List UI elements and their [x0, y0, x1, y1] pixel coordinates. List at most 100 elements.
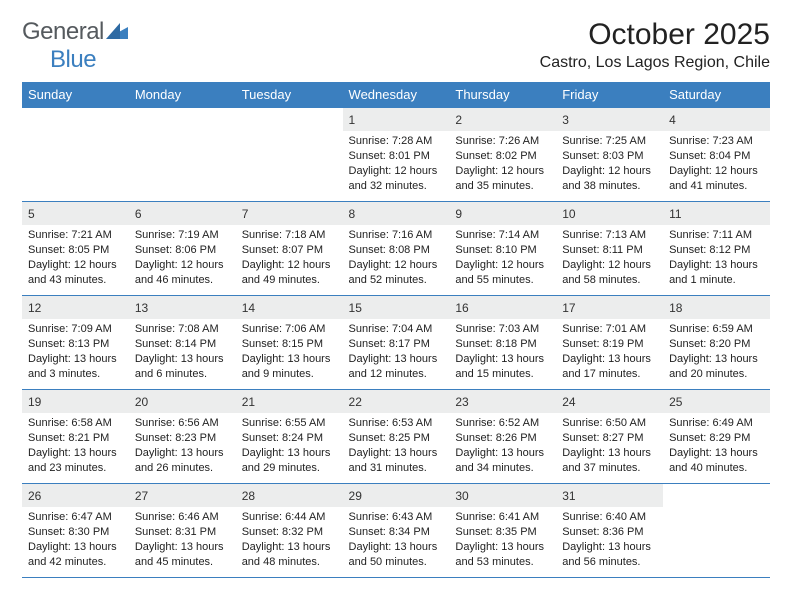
calendar-day-cell: 21Sunrise: 6:55 AMSunset: 8:24 PMDayligh… — [236, 390, 343, 484]
calendar-day-cell: 14Sunrise: 7:06 AMSunset: 8:15 PMDayligh… — [236, 296, 343, 390]
day-number: 12 — [28, 301, 41, 315]
day-number: 18 — [669, 301, 682, 315]
sunrise-line: Sunrise: 6:43 AM — [349, 510, 444, 525]
calendar-day-cell: 12 Sunrise: 7:09 AMSunset: 8:13 PMDayligh… — [22, 296, 129, 390]
title-block: October 2025 Castro, Los Lagos Region, C… — [540, 18, 770, 72]
day-details: Sunrise: 7:18 AMSunset: 8:07 PMDaylight:… — [236, 225, 343, 291]
calendar-day-cell: 25Sunrise: 6:49 AMSunset: 8:29 PMDayligh… — [663, 390, 770, 484]
day-number: 25 — [669, 395, 682, 409]
day-details: Sunrise: 6:59 AMSunset: 8:20 PMDaylight:… — [663, 319, 770, 385]
day-number: 2 — [455, 113, 462, 127]
day-details: Sunrise: 7:16 AMSunset: 8:08 PMDaylight:… — [343, 225, 450, 291]
day-number: 22 — [349, 395, 362, 409]
day-details: Sunrise: 6:56 AMSunset: 8:23 PMDaylight:… — [129, 413, 236, 479]
sunset-line: Sunset: 8:19 PM — [562, 337, 657, 352]
sunrise-line: Sunrise: 6:52 AM — [455, 416, 550, 431]
sunset-line: Sunset: 8:34 PM — [349, 525, 444, 540]
day-number-wrap: 22 — [343, 390, 450, 413]
day-number-wrap: 20 — [129, 390, 236, 413]
day-number-wrap: 9 — [449, 202, 556, 225]
day-number: 13 — [135, 301, 148, 315]
calendar-day-cell: 3Sunrise: 7:25 AMSunset: 8:03 PMDaylight… — [556, 108, 663, 202]
day-number-wrap: 10 — [556, 202, 663, 225]
sunrise-line: Sunrise: 7:04 AM — [349, 322, 444, 337]
daylight-line: Daylight: 13 hours and 26 minutes. — [135, 446, 230, 476]
sunset-line: Sunset: 8:36 PM — [562, 525, 657, 540]
day-number-wrap: 29 — [343, 484, 450, 507]
calendar-page: General Blue October 2025 Castro, Los La… — [0, 0, 792, 612]
daylight-line: Daylight: 13 hours and 42 minutes. — [28, 540, 123, 570]
day-number: 16 — [455, 301, 468, 315]
calendar-week-row: 19Sunrise: 6:58 AMSunset: 8:21 PMDayligh… — [22, 390, 770, 484]
day-number: 30 — [455, 489, 468, 503]
calendar-day-cell: 24Sunrise: 6:50 AMSunset: 8:27 PMDayligh… — [556, 390, 663, 484]
day-header: Saturday — [663, 82, 770, 108]
day-header: Friday — [556, 82, 663, 108]
sunrise-line: Sunrise: 6:49 AM — [669, 416, 764, 431]
sunset-line: Sunset: 8:20 PM — [669, 337, 764, 352]
daylight-line: Daylight: 12 hours and 35 minutes. — [455, 164, 550, 194]
sunset-line: Sunset: 8:14 PM — [135, 337, 230, 352]
daylight-line: Daylight: 12 hours and 49 minutes. — [242, 258, 337, 288]
day-number: 9 — [455, 207, 462, 221]
calendar-day-cell: 16 Sunrise: 7:03 AMSunset: 8:18 PMDayligh… — [449, 296, 556, 390]
daylight-line: Daylight: 13 hours and 48 minutes. — [242, 540, 337, 570]
day-number-wrap: 8 — [343, 202, 450, 225]
day-number: 17 — [562, 301, 575, 315]
day-details: Sunrise: 6:58 AMSunset: 8:21 PMDaylight:… — [22, 413, 129, 479]
calendar-day-cell: 18 Sunrise: 6:59 AMSunset: 8:20 PMDayligh… — [663, 296, 770, 390]
daylight-line: Daylight: 13 hours and 34 minutes. — [455, 446, 550, 476]
sunrise-line: Sunrise: 7:11 AM — [669, 228, 764, 243]
day-details: Sunrise: 6:47 AMSunset: 8:30 PMDaylight:… — [22, 507, 129, 573]
day-details: Sunrise: 6:40 AMSunset: 8:36 PMDaylight:… — [556, 507, 663, 573]
sunset-line: Sunset: 8:26 PM — [455, 431, 550, 446]
day-number-wrap: 5 — [22, 202, 129, 225]
day-details: Sunrise: 7:09 AMSunset: 8:13 PMDaylight:… — [22, 319, 129, 385]
day-details: Sunrise: 7:03 AMSunset: 8:18 PMDaylight:… — [449, 319, 556, 385]
day-number-wrap: 17 — [556, 296, 663, 319]
daylight-line: Daylight: 13 hours and 6 minutes. — [135, 352, 230, 382]
calendar-day-cell: 26Sunrise: 6:47 AMSunset: 8:30 PMDayligh… — [22, 484, 129, 578]
sunset-line: Sunset: 8:11 PM — [562, 243, 657, 258]
sunset-line: Sunset: 8:01 PM — [349, 149, 444, 164]
sunrise-line: Sunrise: 7:16 AM — [349, 228, 444, 243]
day-number-wrap: 18 — [663, 296, 770, 319]
sunrise-line: Sunrise: 7:18 AM — [242, 228, 337, 243]
day-details: Sunrise: 7:26 AMSunset: 8:02 PMDaylight:… — [449, 131, 556, 197]
daylight-line: Daylight: 13 hours and 31 minutes. — [349, 446, 444, 476]
day-number-wrap: 11 — [663, 202, 770, 225]
day-details: Sunrise: 6:41 AMSunset: 8:35 PMDaylight:… — [449, 507, 556, 573]
day-number: 4 — [669, 113, 676, 127]
calendar-empty-cell — [22, 108, 129, 202]
day-number: 3 — [562, 113, 569, 127]
day-number: 24 — [562, 395, 575, 409]
sunset-line: Sunset: 8:05 PM — [28, 243, 123, 258]
day-number: 21 — [242, 395, 255, 409]
day-number: 5 — [28, 207, 35, 221]
sunrise-line: Sunrise: 7:13 AM — [562, 228, 657, 243]
day-number: 20 — [135, 395, 148, 409]
calendar-day-cell: 7 Sunrise: 7:18 AMSunset: 8:07 PMDaylight… — [236, 202, 343, 296]
daylight-line: Daylight: 13 hours and 29 minutes. — [242, 446, 337, 476]
calendar-body: 1Sunrise: 7:28 AMSunset: 8:01 PMDaylight… — [22, 108, 770, 578]
daylight-line: Daylight: 13 hours and 20 minutes. — [669, 352, 764, 382]
sunrise-line: Sunrise: 6:56 AM — [135, 416, 230, 431]
day-number-wrap: 3 — [556, 108, 663, 131]
day-number-wrap: 26 — [22, 484, 129, 507]
day-details: Sunrise: 6:46 AMSunset: 8:31 PMDaylight:… — [129, 507, 236, 573]
daylight-line: Daylight: 13 hours and 45 minutes. — [135, 540, 230, 570]
sunset-line: Sunset: 8:30 PM — [28, 525, 123, 540]
calendar-day-cell: 10Sunrise: 7:13 AMSunset: 8:11 PMDayligh… — [556, 202, 663, 296]
calendar-empty-cell — [236, 108, 343, 202]
day-number-wrap: 24 — [556, 390, 663, 413]
day-number-wrap: 25 — [663, 390, 770, 413]
sunrise-line: Sunrise: 6:59 AM — [669, 322, 764, 337]
sunset-line: Sunset: 8:04 PM — [669, 149, 764, 164]
day-details: Sunrise: 7:19 AMSunset: 8:06 PMDaylight:… — [129, 225, 236, 291]
sunrise-line: Sunrise: 6:41 AM — [455, 510, 550, 525]
calendar-day-cell: 1Sunrise: 7:28 AMSunset: 8:01 PMDaylight… — [343, 108, 450, 202]
sunset-line: Sunset: 8:12 PM — [669, 243, 764, 258]
day-number-wrap: 23 — [449, 390, 556, 413]
day-number: 7 — [242, 207, 249, 221]
daylight-line: Daylight: 12 hours and 41 minutes. — [669, 164, 764, 194]
